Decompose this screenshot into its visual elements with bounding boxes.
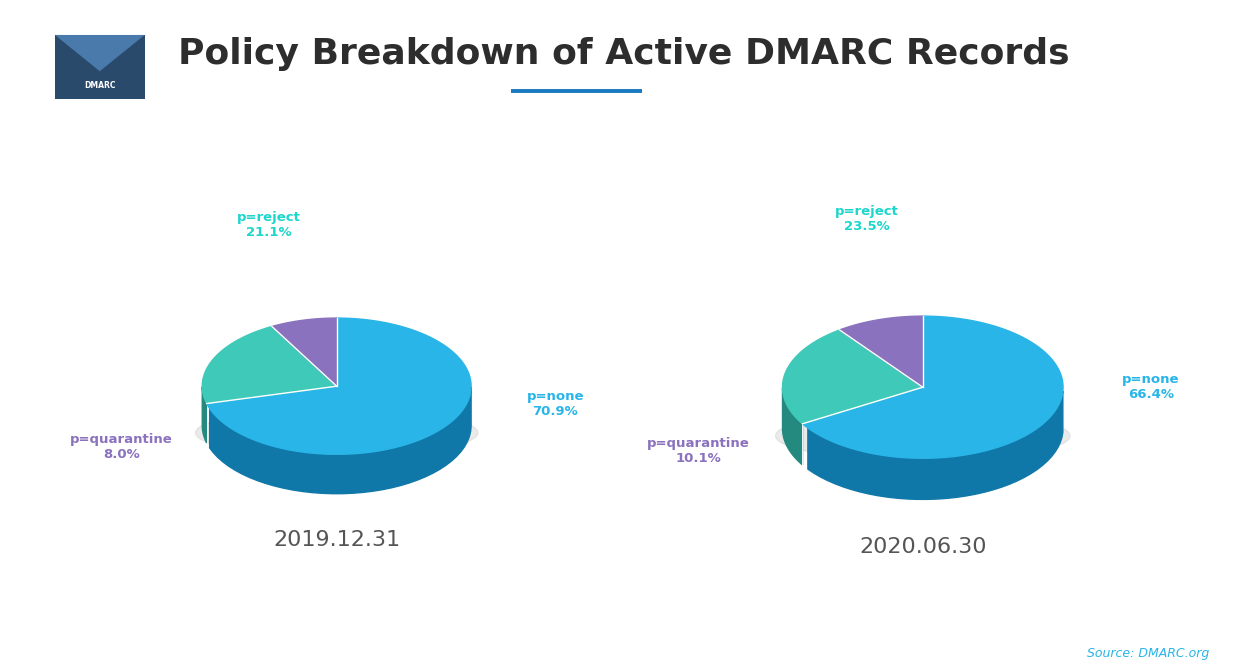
Text: p=reject
23.5%: p=reject 23.5%: [834, 205, 899, 233]
Polygon shape: [202, 387, 207, 443]
Text: Policy Breakdown of Active DMARC Records: Policy Breakdown of Active DMARC Records: [177, 37, 1070, 71]
Text: p=none
70.9%: p=none 70.9%: [526, 390, 584, 418]
Text: p=quarantine
8.0%: p=quarantine 8.0%: [70, 433, 173, 461]
Text: p=quarantine
10.1%: p=quarantine 10.1%: [647, 437, 749, 465]
Polygon shape: [272, 318, 337, 386]
Polygon shape: [783, 330, 923, 424]
Polygon shape: [839, 316, 923, 387]
Polygon shape: [776, 411, 1070, 461]
Polygon shape: [207, 318, 471, 454]
Text: DMARC: DMARC: [84, 81, 116, 90]
FancyBboxPatch shape: [55, 35, 145, 99]
Polygon shape: [55, 35, 145, 71]
Polygon shape: [209, 387, 471, 494]
Text: Source: DMARC.org: Source: DMARC.org: [1087, 647, 1210, 660]
Polygon shape: [783, 388, 803, 465]
Text: p=reject
21.1%: p=reject 21.1%: [237, 211, 301, 239]
Polygon shape: [202, 327, 337, 404]
Polygon shape: [803, 316, 1062, 458]
Text: 2020.06.30: 2020.06.30: [859, 537, 986, 557]
Polygon shape: [196, 409, 478, 457]
Text: p=none
66.4%: p=none 66.4%: [1122, 373, 1180, 401]
Polygon shape: [808, 391, 1062, 499]
Text: 2019.12.31: 2019.12.31: [273, 530, 400, 550]
